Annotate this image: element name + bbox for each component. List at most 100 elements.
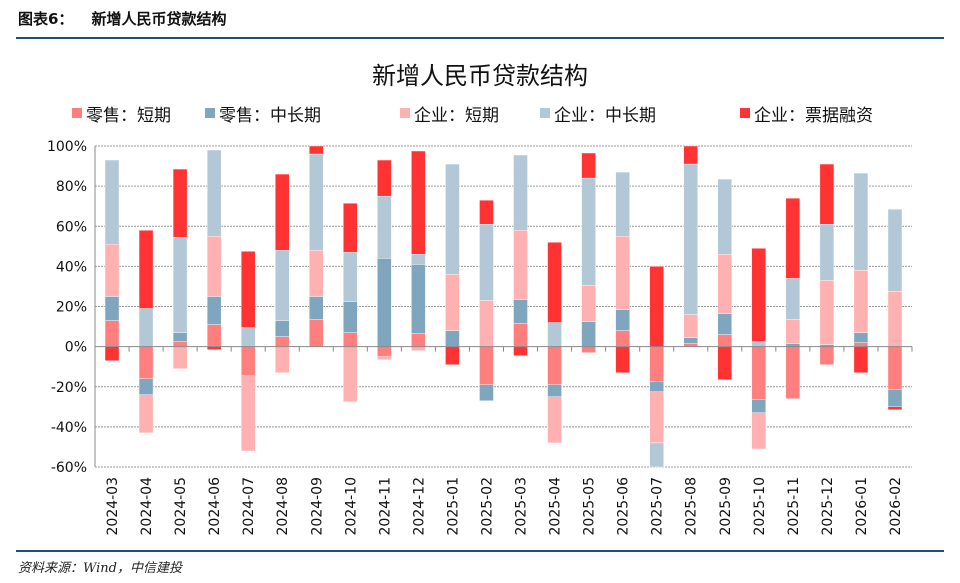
bar-segment bbox=[853, 172, 869, 271]
bar-segment bbox=[309, 296, 324, 320]
bar-segment bbox=[547, 322, 562, 347]
bar-segment bbox=[445, 163, 460, 275]
bar-segment bbox=[785, 278, 801, 320]
x-tick-label: 2024-11 bbox=[377, 477, 393, 536]
bar-segment bbox=[206, 324, 222, 347]
bar-segment bbox=[785, 319, 801, 344]
bar-segment bbox=[343, 346, 358, 402]
bar-segment bbox=[479, 384, 494, 401]
bar-segment bbox=[751, 399, 767, 414]
source-note: 资料来源：Wind，中信建投 bbox=[18, 561, 182, 576]
bar-segment bbox=[275, 336, 290, 347]
bar-segment bbox=[377, 195, 392, 259]
bar-segment bbox=[547, 384, 562, 397]
bar-segment bbox=[853, 346, 869, 373]
legend-swatch bbox=[400, 108, 410, 118]
x-tick-label: 2026-01 bbox=[854, 477, 870, 536]
y-tick-label: 0% bbox=[65, 340, 87, 356]
x-tick-label: 2025-04 bbox=[548, 477, 564, 536]
footer-divider bbox=[16, 550, 944, 552]
bar-segment bbox=[887, 406, 903, 411]
legend-label: 企业：票据融资 bbox=[754, 106, 873, 126]
legend-swatch bbox=[740, 108, 750, 118]
bar-segment bbox=[513, 346, 528, 356]
y-tick-label: -20% bbox=[51, 380, 87, 396]
bar-segment bbox=[819, 224, 835, 281]
bar-segment bbox=[411, 264, 426, 334]
bar-segment bbox=[104, 320, 120, 347]
bar-segment bbox=[411, 346, 426, 351]
bar-segment bbox=[275, 250, 290, 321]
bars bbox=[104, 145, 903, 468]
bar-segment bbox=[377, 356, 392, 360]
bar-segment bbox=[649, 381, 664, 392]
x-tick-label: 2024-09 bbox=[309, 477, 325, 536]
legend-swatch bbox=[72, 108, 82, 118]
x-tick-label: 2025-03 bbox=[514, 477, 530, 536]
bar-segment bbox=[581, 346, 596, 353]
bar-segment bbox=[615, 330, 630, 347]
bar-segment bbox=[445, 330, 460, 347]
x-tick-label: 2024-04 bbox=[139, 477, 155, 536]
legend-swatch bbox=[540, 108, 550, 118]
bar-segment bbox=[172, 168, 188, 238]
bar-segment bbox=[853, 342, 869, 347]
bar-segment bbox=[547, 396, 562, 444]
bar-segment bbox=[309, 250, 324, 297]
bar-segment bbox=[172, 346, 188, 369]
bar-segment bbox=[683, 314, 698, 338]
bar-segment bbox=[615, 171, 630, 237]
y-tick-label: 40% bbox=[56, 259, 87, 275]
bar-segment bbox=[172, 332, 188, 342]
header-divider bbox=[16, 37, 944, 39]
bar-segment bbox=[104, 159, 120, 245]
chart-title: 新增人民币贷款结构 bbox=[372, 62, 588, 90]
bar-segment bbox=[138, 378, 154, 395]
bar-segment bbox=[751, 412, 767, 450]
bar-segment bbox=[240, 375, 256, 452]
x-tick-label: 2024-06 bbox=[207, 477, 223, 536]
gridlines bbox=[95, 145, 912, 468]
bar-segment bbox=[138, 346, 154, 379]
bar-segment bbox=[309, 153, 324, 251]
bar-segment bbox=[513, 230, 528, 300]
bar-segment bbox=[615, 236, 630, 310]
bar-segment bbox=[717, 334, 732, 347]
x-tick-label: 2025-01 bbox=[445, 477, 461, 536]
bar-segment bbox=[206, 149, 222, 237]
bar-segment bbox=[104, 296, 120, 321]
y-tick-label: 100% bbox=[47, 139, 87, 155]
bar-segment bbox=[445, 346, 460, 365]
bar-segment bbox=[751, 346, 767, 400]
bar-segment bbox=[309, 319, 324, 347]
bar-segment bbox=[785, 197, 801, 279]
bar-segment bbox=[819, 280, 835, 345]
bar-segment bbox=[615, 309, 630, 331]
figure-title: 新增人民币贷款结构 bbox=[91, 10, 227, 28]
y-tick-label: 20% bbox=[56, 300, 87, 316]
bar-segment bbox=[683, 163, 698, 315]
bar-segment bbox=[819, 163, 835, 225]
x-tick-label: 2024-12 bbox=[411, 477, 427, 536]
bar-segment bbox=[377, 159, 392, 197]
bar-segment bbox=[581, 285, 596, 322]
legend-swatch bbox=[205, 108, 215, 118]
y-tick-label: 80% bbox=[56, 179, 87, 195]
bar-segment bbox=[104, 346, 120, 361]
x-tick-label: 2025-11 bbox=[786, 477, 802, 536]
x-tick-label: 2025-09 bbox=[718, 477, 734, 536]
bar-segment bbox=[206, 296, 222, 325]
bar-segment bbox=[581, 321, 596, 347]
bar-segment bbox=[411, 254, 426, 265]
bar-segment bbox=[887, 208, 903, 292]
y-tick-label: -60% bbox=[51, 460, 87, 476]
legend: 零售：短期 零售：中长期 企业：短期 企业：中长期 企业：票据融资 bbox=[72, 106, 873, 126]
bar-segment bbox=[138, 394, 154, 434]
x-tick-label: 2024-08 bbox=[275, 477, 291, 536]
bar-segment bbox=[717, 178, 732, 255]
bar-segment bbox=[581, 152, 596, 179]
bar-segment bbox=[683, 337, 698, 344]
bar-segment bbox=[513, 323, 528, 347]
bar-segment bbox=[785, 346, 801, 399]
